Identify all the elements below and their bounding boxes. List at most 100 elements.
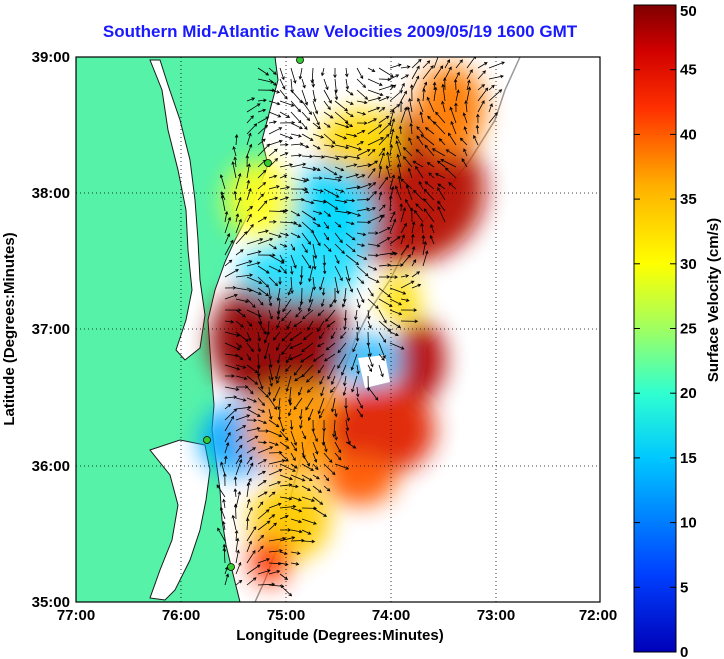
velocity-arrow	[433, 57, 439, 69]
no-data-hole	[358, 355, 390, 388]
velocity-arrow	[290, 221, 302, 227]
velocity-arrow	[224, 308, 242, 312]
velocity-arrow	[488, 61, 505, 69]
velocity-arrow	[462, 112, 468, 124]
velocity-arrow	[426, 96, 435, 113]
velocity-arrow	[301, 309, 314, 320]
velocity-arrow	[290, 538, 305, 543]
velocity-arrow	[316, 320, 325, 332]
velocity-arrow	[234, 529, 239, 542]
velocity-arrow	[268, 536, 286, 542]
velocity-arrow	[378, 67, 394, 78]
velocity-arrow	[432, 81, 437, 91]
velocity-arrow	[334, 89, 339, 101]
velocity-arrow	[356, 130, 366, 135]
velocity-arrow	[257, 253, 276, 257]
velocity-arrow	[268, 243, 277, 250]
velocity-arrow	[235, 331, 249, 343]
velocity-arrow	[389, 63, 402, 69]
velocity-arrow	[280, 528, 292, 532]
velocity-arrow	[429, 234, 435, 245]
velocity-arrow	[378, 122, 392, 135]
velocity-arrow	[350, 353, 358, 371]
y-tick-label: 38:00	[32, 185, 70, 202]
velocity-arrow	[290, 197, 305, 202]
velocity-arrow	[356, 254, 368, 260]
colorbar-tick-label: 20	[680, 385, 697, 402]
velocity-arrow	[389, 143, 394, 157]
velocity-arrow	[411, 75, 420, 91]
velocity-arrow	[422, 81, 428, 91]
velocity-arrow	[356, 67, 364, 80]
velocity-arrow	[224, 403, 232, 410]
x-tick-label: 75:00	[267, 607, 305, 624]
velocity-arrow	[279, 573, 289, 580]
velocity-arrow	[355, 331, 360, 342]
velocity-arrow	[268, 309, 273, 320]
velocity-arrow	[312, 485, 322, 493]
velocity-arrow	[301, 111, 311, 122]
velocity-arrow	[367, 386, 379, 401]
velocity-arrow	[441, 100, 446, 113]
x-axis-label: Longitude (Degrees:Minutes)	[236, 627, 444, 644]
velocity-arrow	[356, 78, 367, 88]
velocity-arrow	[281, 331, 292, 342]
velocity-arrow	[279, 441, 290, 449]
velocity-arrow	[389, 287, 407, 295]
velocity-arrow	[276, 353, 281, 364]
velocity-arrow	[399, 100, 403, 113]
velocity-arrow	[378, 152, 385, 168]
velocity-arrow	[367, 160, 379, 168]
velocity-arrow	[224, 408, 238, 421]
velocity-arrow	[433, 86, 438, 102]
velocity-arrow	[257, 331, 261, 342]
velocity-arrow	[321, 287, 326, 296]
velocity-arrow	[268, 100, 281, 106]
velocity-arrow	[345, 419, 350, 432]
velocity-arrow	[386, 151, 391, 168]
velocity-arrow	[235, 458, 243, 476]
velocity-arrow	[235, 231, 248, 245]
velocity-arrow	[334, 155, 348, 160]
velocity-arrow	[334, 100, 349, 112]
velocity-arrow	[312, 474, 320, 480]
velocity-arrow	[411, 245, 416, 256]
velocity-arrow	[290, 162, 307, 168]
velocity-arrow	[334, 276, 340, 295]
velocity-arrow	[235, 260, 253, 267]
velocity-arrow	[400, 298, 410, 302]
velocity-arrow	[290, 133, 302, 138]
velocity-arrow	[301, 452, 310, 467]
velocity-arrow	[257, 216, 268, 223]
velocity-arrow	[235, 320, 244, 328]
velocity-arrow	[298, 386, 303, 396]
velocity-arrow	[378, 204, 386, 212]
velocity-arrow	[402, 147, 413, 157]
velocity-arrow	[224, 331, 241, 337]
velocity-arrow	[419, 111, 424, 124]
velocity-arrow	[378, 275, 391, 279]
velocity-arrow	[220, 461, 226, 476]
velocity-arrow	[293, 320, 303, 328]
velocity-arrow	[224, 431, 231, 443]
velocity-arrow	[345, 254, 360, 266]
velocity-arrow	[330, 331, 336, 340]
velocity-arrow	[312, 122, 321, 130]
velocity-arrow	[257, 375, 264, 390]
velocity-arrow	[351, 375, 358, 393]
velocity-arrow	[268, 561, 282, 566]
velocity-arrow	[323, 441, 328, 453]
velocity-arrow	[411, 233, 415, 245]
velocity-arrow	[356, 163, 372, 168]
velocity-arrow	[312, 166, 321, 171]
velocity-arrow	[268, 287, 272, 301]
velocity-arrow	[423, 198, 435, 212]
velocity-arrow	[389, 252, 398, 256]
velocity-arrow	[217, 527, 226, 542]
velocity-arrow	[290, 484, 299, 489]
velocity-arrow	[290, 474, 306, 482]
velocity-arrow	[424, 144, 435, 157]
velocity-arrow	[454, 102, 458, 113]
velocity-arrow	[268, 120, 278, 124]
velocity-arrow	[268, 232, 282, 238]
